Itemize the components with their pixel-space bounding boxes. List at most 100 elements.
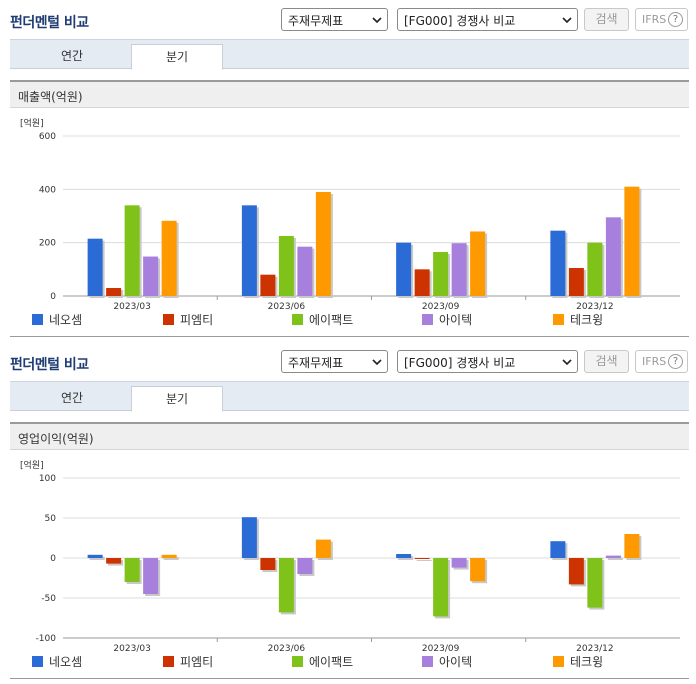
search-button[interactable]: 검색 — [584, 350, 629, 373]
legend-item[interactable]: 아이텍 — [422, 311, 472, 329]
tab-annual[interactable]: 연간 — [60, 391, 84, 405]
legend-item[interactable]: 피엠티 — [163, 311, 213, 329]
bar-3-0 — [143, 558, 159, 594]
x-tick-label: 2023/12 — [576, 302, 613, 312]
bar-shadow — [416, 560, 432, 561]
legend-item[interactable]: 네오셈 — [32, 311, 82, 329]
bar-4-0 — [161, 220, 177, 296]
bar-4-3 — [624, 186, 640, 296]
legend-swatch — [32, 314, 43, 325]
legend-swatch — [422, 656, 433, 667]
chart-legend: 네오셈 피엠티 에이팩트 아이텍 테크윙 — [0, 311, 696, 331]
bar-3-0 — [143, 256, 159, 296]
bar-1-2 — [414, 269, 430, 296]
legend-label: 에이팩트 — [309, 313, 354, 327]
period-tabs: 연간 분기 — [10, 381, 689, 412]
ifrs-help-button[interactable]: IFRS ? — [635, 350, 688, 373]
y-tick-label: 200 — [39, 239, 56, 249]
panel-header: 펀더멘털 비교 주재무제표 [FG000] 경쟁사 비교 검색 IFRS ? — [0, 342, 696, 380]
x-tick-label: 2023/03 — [113, 644, 150, 654]
chart-section-title: 매출액(억원) — [10, 80, 689, 108]
bar-1-3 — [568, 268, 584, 296]
ifrs-label: IFRS — [642, 355, 667, 368]
peer-group-value: [FG000] 경쟁사 비교 — [404, 14, 516, 28]
revenue-panel: 펀더멘털 비교 주재무제표 [FG000] 경쟁사 비교 검색 IFRS ? 연… — [0, 8, 696, 337]
bar-3-2 — [451, 558, 467, 568]
statement-type-select[interactable]: 주재무제표 — [281, 8, 388, 31]
legend-item[interactable]: 에이팩트 — [292, 653, 353, 671]
legend-label: 네오셈 — [49, 655, 83, 669]
bar-4-1 — [315, 539, 331, 558]
operating-profit-bar-chart: [억원] -100 -50 0 50 100 2023/03 2023/06 2023/09 20… — [20, 459, 680, 654]
bar-1-0 — [106, 558, 122, 564]
legend-label: 아이텍 — [439, 655, 473, 669]
bar-2-1 — [278, 236, 294, 296]
bar-3-3 — [605, 555, 621, 558]
y-tick-label: -50 — [41, 594, 56, 604]
legend-label: 피엠티 — [180, 655, 214, 669]
bar-0-1 — [241, 205, 257, 296]
search-button[interactable]: 검색 — [584, 8, 629, 31]
legend-swatch — [163, 656, 174, 667]
bar-3-3 — [605, 217, 621, 296]
chevron-down-icon — [562, 17, 572, 24]
legend-item[interactable]: 에이팩트 — [292, 311, 353, 329]
y-tick-label: 50 — [45, 514, 57, 524]
statement-type-value: 주재무제표 — [288, 356, 344, 370]
legend-swatch — [553, 656, 564, 667]
x-tick-label: 2023/06 — [268, 302, 306, 312]
legend-label: 아이텍 — [439, 313, 473, 327]
y-tick-label: -100 — [36, 634, 57, 644]
legend-item[interactable]: 아이텍 — [422, 653, 472, 671]
peer-group-select[interactable]: [FG000] 경쟁사 비교 — [397, 8, 578, 31]
tab-quarterly[interactable]: 분기 — [131, 44, 223, 70]
bar-shadow — [163, 556, 179, 560]
peer-group-select[interactable]: [FG000] 경쟁사 비교 — [397, 350, 578, 373]
legend-swatch — [422, 314, 433, 325]
revenue-bar-chart: [억원] 0 200 400 600 2023/03 2023/06 2023/09 2023/… — [20, 117, 680, 312]
y-tick-label: 100 — [39, 474, 56, 484]
statement-type-select[interactable]: 주재무제표 — [281, 350, 388, 373]
chevron-down-icon — [372, 359, 382, 366]
tab-annual[interactable]: 연간 — [60, 49, 84, 63]
bar-4-0 — [161, 554, 177, 558]
legend-item[interactable]: 피엠티 — [163, 653, 213, 671]
bar-3-1 — [297, 246, 313, 296]
divider — [10, 678, 689, 679]
tab-quarterly[interactable]: 분기 — [131, 386, 223, 412]
legend-item[interactable]: 테크윙 — [553, 311, 603, 329]
ifrs-help-button[interactable]: IFRS ? — [635, 8, 688, 31]
bar-0-3 — [550, 541, 566, 558]
bar-4-3 — [624, 534, 640, 558]
bar-2-3 — [587, 242, 603, 296]
chart-legend: 네오셈 피엠티 에이팩트 아이텍 테크윙 — [0, 653, 696, 673]
bar-0-2 — [396, 242, 412, 296]
legend-item[interactable]: 테크윙 — [553, 653, 603, 671]
chevron-down-icon — [562, 359, 572, 366]
x-tick-label: 2023/09 — [422, 644, 460, 654]
legend-label: 테크윙 — [570, 655, 604, 669]
bar-4-2 — [470, 231, 486, 296]
y-tick-label: 400 — [39, 185, 56, 195]
legend-label: 네오셈 — [49, 313, 83, 327]
legend-item[interactable]: 네오셈 — [32, 653, 82, 671]
statement-type-value: 주재무제표 — [288, 14, 344, 28]
legend-label: 테크윙 — [570, 313, 604, 327]
chart-section-title: 영업이익(억원) — [10, 422, 689, 450]
chevron-down-icon — [372, 17, 382, 24]
y-tick-label: 0 — [50, 554, 56, 564]
legend-swatch — [32, 656, 43, 667]
bar-2-1 — [278, 558, 294, 613]
bar-2-0 — [124, 205, 140, 296]
question-icon: ? — [668, 354, 683, 369]
ifrs-label: IFRS — [642, 13, 667, 26]
bar-2-3 — [587, 558, 603, 608]
bar-1-1 — [260, 558, 276, 570]
legend-label: 에이팩트 — [309, 655, 354, 669]
bar-0-2 — [396, 554, 412, 558]
y-unit-label: [억원] — [20, 459, 44, 471]
legend-label: 피엠티 — [180, 313, 214, 327]
operating-profit-panel: 펀더멘털 비교 주재무제표 [FG000] 경쟁사 비교 검색 IFRS ? 연… — [0, 342, 696, 684]
x-tick-label: 2023/06 — [268, 644, 306, 654]
bar-1-2 — [414, 558, 430, 559]
